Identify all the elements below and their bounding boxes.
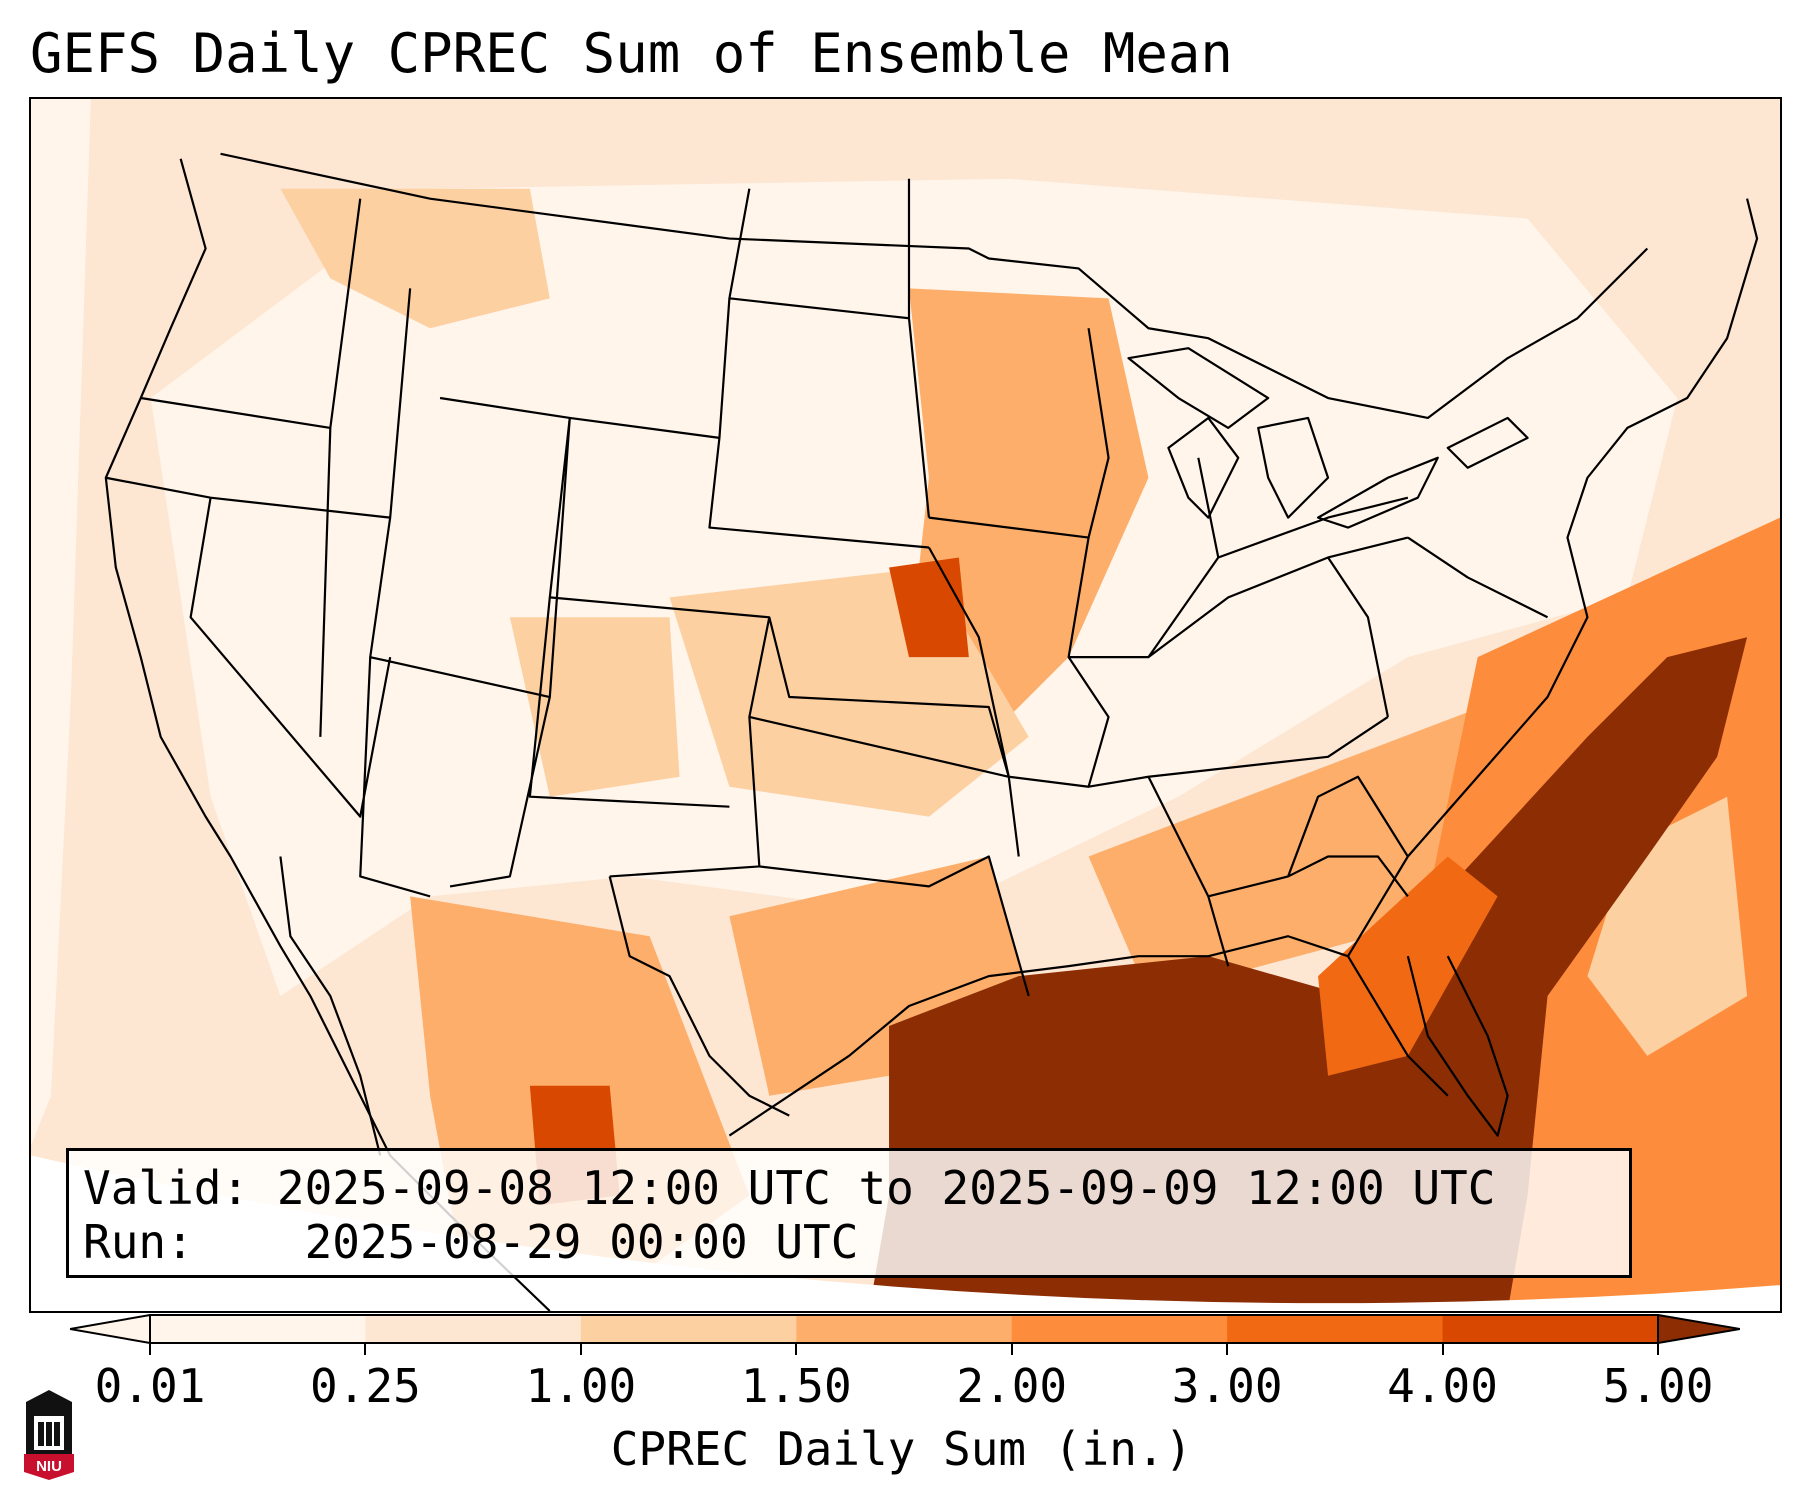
colorbar-tick-mark	[795, 1343, 798, 1355]
colorbar-extend-max	[1657, 1314, 1740, 1344]
chart-title: GEFS Daily CPREC Sum of Ensemble Mean	[30, 22, 1233, 85]
texas-border	[608, 855, 1030, 1117]
colorbar-tick-label: 0.01	[94, 1359, 206, 1413]
boundaries	[104, 152, 1759, 1311]
run-line: Run: 2025-08-29 00:00 UTC	[83, 1215, 1615, 1269]
colorbar-title: CPREC Daily Sum (in.)	[610, 1422, 1193, 1476]
colorbar-segment	[796, 1315, 1013, 1343]
colorbar-tick-label: 4.00	[1387, 1359, 1498, 1413]
colorbar-segment	[1011, 1315, 1228, 1343]
valid-text: 2025-09-08 12:00 UTC to 2025-09-09 12:00…	[276, 1161, 1496, 1215]
gulf-coastline	[728, 935, 1449, 1137]
map-edge-left	[31, 99, 91, 1146]
colorbar-segment	[1227, 1315, 1444, 1343]
niu-logo: NIU	[24, 1390, 74, 1480]
colorbar-tick-label: 5.00	[1602, 1359, 1714, 1413]
colorbar-segment	[580, 1315, 797, 1343]
colorbar-outline	[149, 1314, 1659, 1344]
map-canvas	[31, 99, 1780, 1311]
colorbar-segments	[70, 1314, 1740, 1344]
colorbar-extend-min	[70, 1314, 151, 1344]
colorbar-segment	[150, 1315, 366, 1343]
great-lakes	[1127, 347, 1529, 529]
valid-line: Valid: 2025-09-08 12:00 UTC to 2025-09-0…	[83, 1161, 1615, 1215]
logo-window-left	[38, 1422, 44, 1446]
colorbar-tick-mark	[364, 1343, 367, 1355]
state-lines-east	[927, 328, 1549, 967]
canada-border	[220, 152, 1649, 420]
baja-coast	[279, 856, 382, 1156]
colorbar-tick-label: 1.50	[740, 1359, 852, 1413]
heavy-precip-field-coast	[1318, 856, 1498, 1076]
run-label: Run:	[83, 1215, 194, 1269]
colorbar-tick-mark	[1226, 1343, 1229, 1355]
heavy-precip-field-gulf	[869, 637, 1748, 1311]
logo-banner	[24, 1454, 74, 1480]
moderate-precip-field-north	[280, 188, 550, 329]
florida	[1406, 955, 1509, 1137]
colorbar-tick-mark	[1010, 1343, 1013, 1355]
colorbar-segment	[365, 1315, 582, 1343]
colorbar-segment	[1442, 1315, 1659, 1343]
precipitation-map	[29, 97, 1782, 1313]
colorbar-tick-label: 2.00	[956, 1359, 1068, 1413]
valid-label: Valid:	[83, 1161, 250, 1215]
logo-window-right	[54, 1422, 60, 1446]
run-text: 2025-08-29 00:00 UTC	[304, 1215, 859, 1269]
run-info-box: Valid: 2025-09-08 12:00 UTC to 2025-09-0…	[66, 1148, 1632, 1278]
logo-text: NIU	[36, 1458, 62, 1475]
colorbar	[70, 1314, 1740, 1344]
atlantic-coastline	[1347, 198, 1759, 957]
logo-window-center	[46, 1422, 52, 1446]
colorbar-tick-mark	[149, 1343, 151, 1355]
colorbar-tick-label: 1.00	[525, 1359, 637, 1413]
colorbar-tick-mark	[1441, 1343, 1444, 1355]
colorbar-tick-mark	[579, 1343, 582, 1355]
colorbar-tick-label: 3.00	[1171, 1359, 1283, 1413]
colorbar-tick-mark	[1657, 1343, 1659, 1355]
state-lines-west	[105, 198, 571, 898]
colorbar-tick-label: 0.25	[310, 1359, 421, 1413]
moderate-precip-field-central	[908, 288, 1149, 737]
